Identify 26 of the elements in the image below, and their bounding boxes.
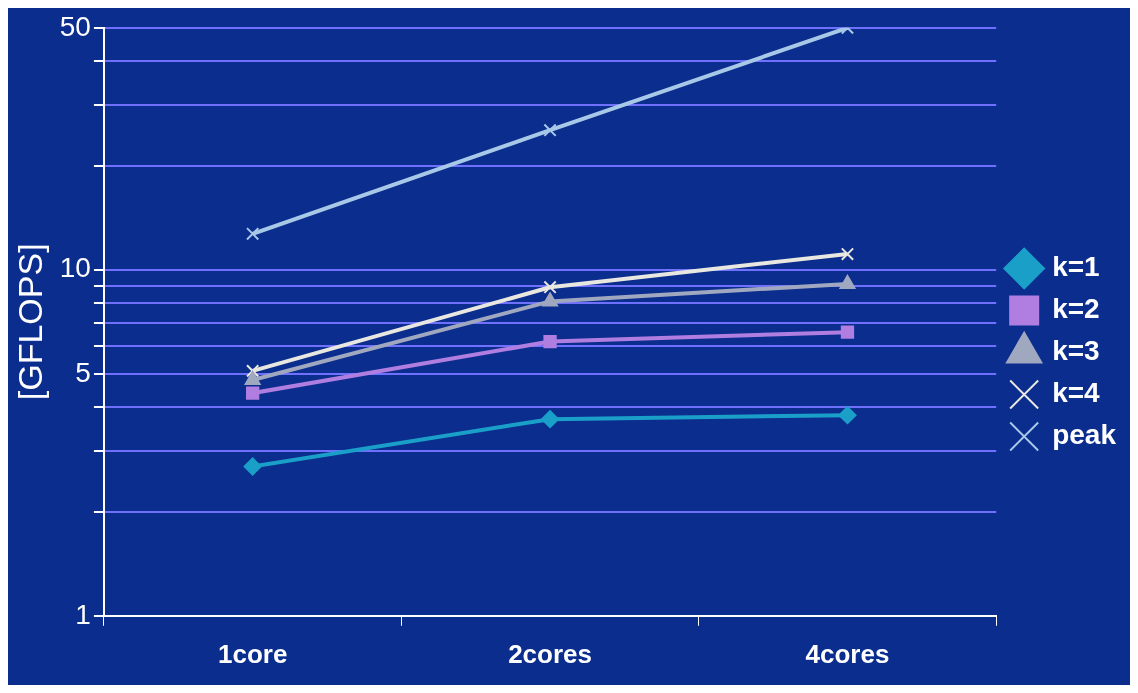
y-tick-label: 50 [59, 10, 91, 42]
y-axis-title: [GFLOPS] [10, 243, 49, 401]
legend-label: k=4 [1052, 377, 1101, 409]
point [838, 406, 857, 425]
point [840, 247, 855, 261]
x-tick-label: 4cores [805, 638, 890, 669]
point [245, 386, 260, 400]
x-tick-label: 1core [217, 638, 288, 669]
point [543, 334, 557, 349]
legend-label: k=2 [1052, 293, 1100, 325]
legend-label: k=3 [1052, 335, 1100, 367]
y-tick-label: 1 [75, 598, 91, 630]
point [542, 292, 558, 307]
y-tick-label: 5 [75, 356, 91, 388]
point [245, 227, 260, 241]
legend-label: peak [1052, 419, 1117, 451]
x-tick-label: 2cores [508, 638, 592, 669]
point [543, 280, 557, 294]
point [840, 325, 855, 339]
point [243, 457, 262, 476]
y-tick-label: 10 [59, 252, 91, 284]
legend-label: k=1 [1052, 251, 1100, 283]
point [245, 364, 260, 378]
point [541, 410, 560, 429]
point [244, 371, 261, 386]
point [543, 123, 557, 137]
